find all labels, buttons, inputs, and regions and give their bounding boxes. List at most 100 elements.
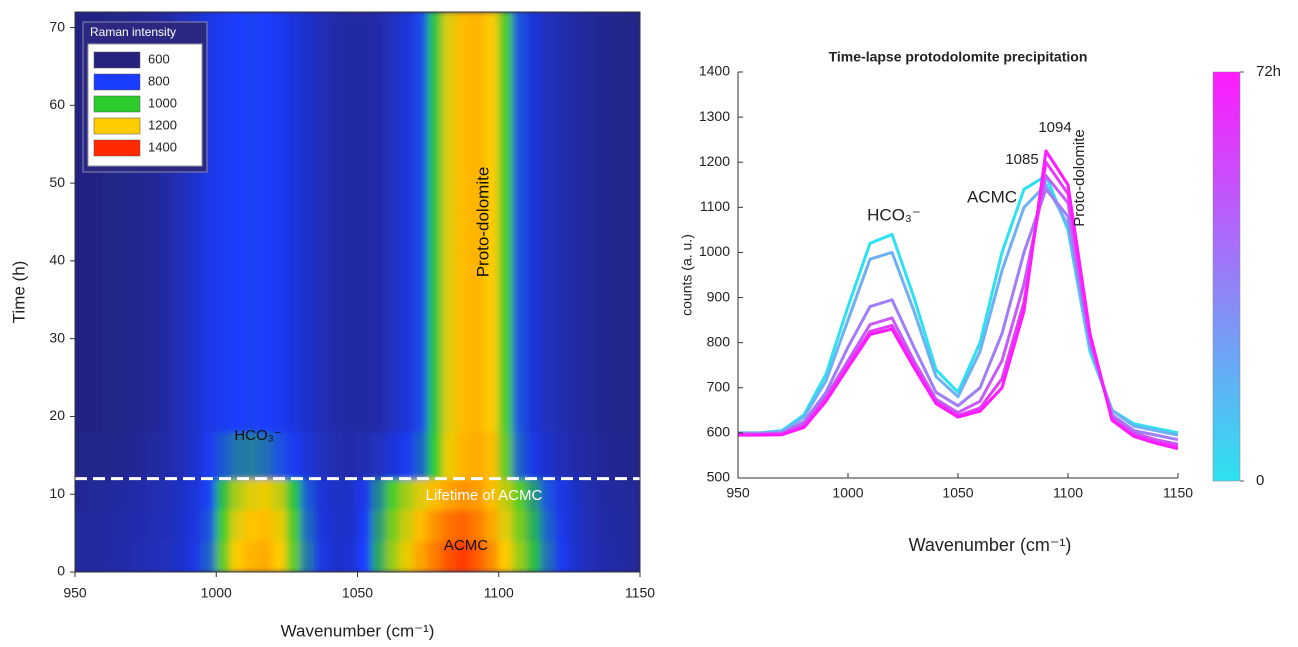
x-tick-label: 950 [63,585,87,601]
x-tick-label: 1000 [832,485,863,501]
heatmap-cell [554,478,570,511]
heatmap-cell [512,509,528,542]
heatmap-cell [470,509,486,542]
heatmap-cell [215,431,231,480]
heatmap-cell [314,431,330,480]
heatmap-cell [540,478,556,511]
heatmap-cells [75,12,640,572]
heatmap-cell [427,431,443,480]
heatmap-cell [441,478,457,511]
y-tick-label: 20 [49,407,65,423]
y-tick-label: 1400 [699,63,730,79]
heatmap-cell [159,478,175,511]
heatmap-cell [229,540,245,572]
y-tick-label: 600 [707,424,731,440]
heatmap-cell [597,509,613,542]
heatmap-cell [244,431,260,480]
series-line [738,160,1179,448]
heatmap-cell [328,12,344,433]
x-axis-label: Wavenumber (cm⁻¹) [909,535,1072,555]
heatmap-cell [314,540,330,572]
heatmap-cell [554,509,570,542]
heatmap-cell [258,431,274,480]
heatmap-cell [314,12,330,433]
heatmap-cell [385,478,401,511]
heatmap-cell [385,431,401,480]
heatmap-cell [625,540,640,572]
heatmap-cell [441,509,457,542]
heatmap-cell [357,12,373,433]
heatmap-cell [244,12,260,433]
heatmap-cell [286,431,302,480]
heatmap-cell [328,509,344,542]
heatmap-cell [470,12,486,433]
heatmap [75,12,640,572]
heatmap-cell [116,509,132,542]
heatmap-cell [470,478,486,511]
heatmap-cell [526,431,542,480]
heatmap-cell [371,478,387,511]
heatmap-cell [131,509,147,542]
y-tick-label: 10 [49,485,65,501]
heatmap-cell [314,509,330,542]
series-line [738,187,1179,442]
heatmap-cell [300,12,316,433]
heatmap-cell [540,12,556,433]
y-axis-label: counts (a. u.) [679,234,695,316]
heatmap-cell [201,509,217,542]
annotation: Proto-dolomite [1071,129,1088,227]
heatmap-cell [583,12,599,433]
heatmap-cell [583,540,599,572]
heatmap-cell [272,540,288,572]
legend-title: Raman intensity [90,25,176,39]
heatmap-cell [583,478,599,511]
annotation: HCO₃⁻ [867,205,921,224]
heatmap-cell [371,431,387,480]
y-tick-label: 1300 [699,108,730,124]
heatmap-cell [625,431,640,480]
heatmap-cell [187,540,203,572]
heatmap-cell [597,478,613,511]
y-tick-label: 1200 [699,153,730,169]
heatmap-cell [342,12,358,433]
heatmap-cell [498,509,514,542]
heatmap-cell [88,478,104,511]
heatmap-cell [244,509,260,542]
heatmap-cell [229,12,245,433]
legend-label: 1400 [148,139,177,154]
heatmap-cell [455,12,471,433]
heatmap-cell [258,509,274,542]
heatmap-cell [554,12,570,433]
heatmap-cell [159,509,175,542]
heatmap-cell [215,12,231,433]
y-tick-label: 70 [49,18,65,34]
heatmap-cell [286,540,302,572]
heatmap-cell [540,509,556,542]
heatmap-cell [441,431,457,480]
heatmap-cell [512,478,528,511]
heatmap-cell [611,12,627,433]
legend-swatch [93,117,141,135]
heatmap-cell [611,509,627,542]
y-tick-label: 40 [49,252,65,268]
heatmap-cell [484,478,500,511]
heatmap-cell [583,431,599,480]
heatmap-cell [441,540,457,572]
heatmap-cell [484,540,500,572]
heatmap-cell [145,431,161,480]
heatmap-cell [300,478,316,511]
annotation: HCO₃⁻ [234,427,281,444]
legend-swatch [93,73,141,91]
heatmap-cell [484,509,500,542]
heatmap-cell [526,540,542,572]
legend-swatch [93,51,141,69]
heatmap-cell [413,12,429,433]
heatmap-cell [342,478,358,511]
heatmap-cell [399,12,415,433]
y-tick-label: 1000 [699,243,730,259]
annotation: ACMC [967,187,1017,206]
heatmap-cell [427,509,443,542]
heatmap-cell [173,509,189,542]
heatmap-cell [328,431,344,480]
